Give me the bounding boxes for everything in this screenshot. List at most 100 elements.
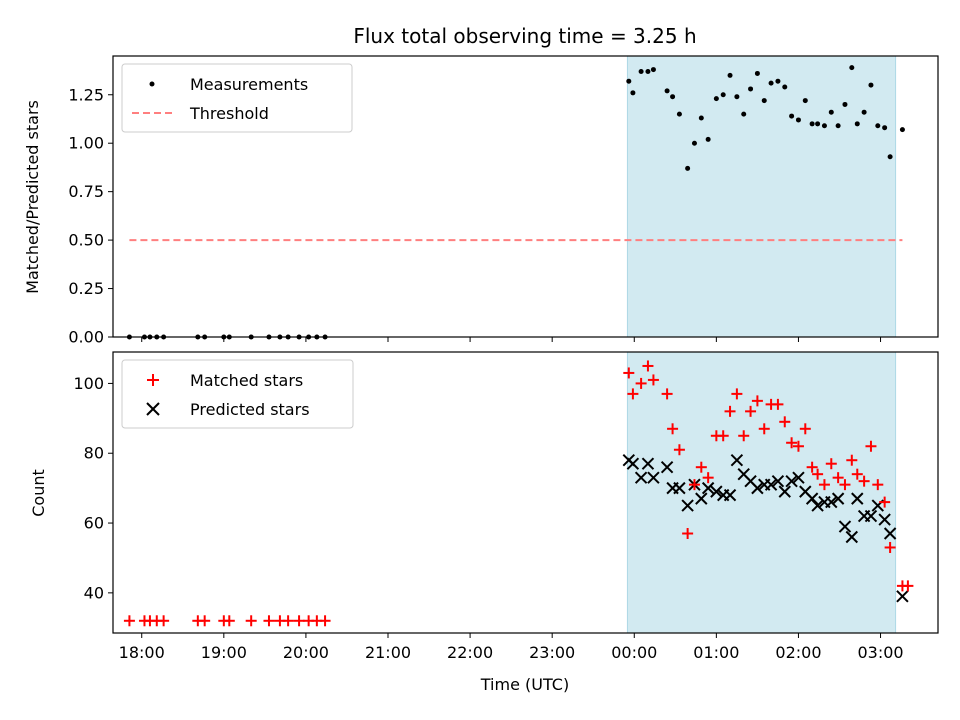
top-y-tick-label: 0.50 bbox=[68, 231, 104, 250]
matched-star-marker bbox=[851, 468, 863, 480]
top-y-tick-label: 1.00 bbox=[68, 134, 104, 153]
measurement-point bbox=[882, 125, 888, 131]
bottom-y-axis-label: Count bbox=[29, 469, 48, 517]
measurement-point bbox=[741, 111, 747, 117]
predicted-star-marker bbox=[792, 471, 805, 484]
measurement-point bbox=[664, 88, 670, 94]
x-tick-label: 00:00 bbox=[611, 643, 657, 662]
predicted-star-marker bbox=[845, 530, 859, 544]
matched-star-marker bbox=[123, 615, 135, 627]
matched-star-marker bbox=[223, 615, 235, 627]
predicted-star-marker bbox=[864, 509, 878, 523]
predicted-star-marker bbox=[838, 520, 852, 533]
top-panel: 0.00 0.25 0.50 0.75 1.00 1.25 Matched/Predict… bbox=[23, 55, 939, 347]
measurement-point bbox=[626, 78, 632, 84]
matched-star-marker bbox=[879, 496, 891, 508]
measurement-point bbox=[815, 121, 821, 127]
matched-star-marker bbox=[839, 479, 851, 491]
bottom-legend-box bbox=[121, 359, 354, 429]
matched-star-marker bbox=[858, 475, 870, 487]
matched-star-marker bbox=[772, 398, 784, 410]
measurement-point bbox=[795, 117, 801, 123]
top-y-axis-label: Matched/Predicted stars bbox=[23, 100, 42, 294]
measurement-point bbox=[828, 109, 834, 115]
measurement-point bbox=[748, 86, 754, 92]
top-observing-window bbox=[626, 55, 897, 338]
measurement-point bbox=[713, 96, 719, 102]
matched-star-marker bbox=[627, 388, 639, 400]
measurement-point bbox=[775, 78, 781, 84]
matched-star-marker bbox=[738, 430, 750, 442]
legend-threshold-label: Threshold bbox=[189, 104, 269, 123]
chart-title: Flux total observing time = 3.25 h bbox=[353, 24, 696, 48]
top-legend-box bbox=[121, 63, 353, 133]
predicted-star-marker bbox=[710, 485, 723, 498]
predicted-star-marker bbox=[778, 485, 791, 498]
matched-star-marker bbox=[158, 615, 170, 627]
measurement-point bbox=[670, 94, 676, 100]
legend-predicted-marker bbox=[146, 402, 160, 416]
top-plot-frame bbox=[112, 55, 939, 338]
predicted-star-marker bbox=[825, 495, 838, 509]
measurement-point bbox=[761, 98, 767, 104]
legend-measurements-marker bbox=[149, 81, 155, 87]
predicted-star-marker bbox=[764, 478, 778, 491]
predicted-star-marker bbox=[785, 474, 798, 488]
matched-star-marker bbox=[884, 541, 896, 553]
bottom-y-tick-label: 40 bbox=[84, 583, 104, 602]
x-tick-label: 18:00 bbox=[119, 643, 165, 662]
measurement-point bbox=[754, 70, 760, 76]
predicted-star-marker bbox=[851, 492, 864, 505]
top-legend: Measurements Threshold bbox=[121, 63, 353, 133]
predicted-star-marker bbox=[701, 481, 715, 495]
top-y-tick-label: 0.25 bbox=[68, 279, 104, 298]
top-y-tick-label: 0.75 bbox=[68, 182, 104, 201]
matched-star-marker bbox=[695, 461, 707, 473]
x-tick-label: 03:00 bbox=[857, 643, 903, 662]
measurement-point bbox=[685, 165, 691, 171]
predicted-star-marker bbox=[883, 527, 897, 540]
predicted-star-marker bbox=[647, 471, 660, 484]
predicted-star-marker bbox=[681, 499, 694, 512]
measurement-point bbox=[782, 84, 788, 90]
predicted-star-marker bbox=[811, 499, 824, 512]
measurement-point bbox=[861, 109, 867, 115]
predicted-star-marker bbox=[695, 492, 708, 505]
matched-star-marker bbox=[688, 479, 700, 491]
bottom-panel: 40 60 80 100 18:00 19:00 20:00 21:00 22:00 23:00… bbox=[29, 351, 939, 694]
measurement-point bbox=[705, 136, 711, 142]
predicted-star-marker bbox=[641, 457, 655, 470]
predicted-star-marker bbox=[634, 471, 648, 484]
matched-star-marker bbox=[682, 528, 694, 540]
measurement-point bbox=[899, 127, 905, 133]
predicted-star-marker bbox=[751, 481, 764, 495]
predicted-star-marker bbox=[673, 481, 686, 495]
measurement-point bbox=[868, 82, 874, 88]
bottom-plot-frame bbox=[112, 351, 939, 634]
matched-star-marker bbox=[635, 377, 647, 389]
x-tick-label: 20:00 bbox=[283, 643, 329, 662]
matched-star-marker bbox=[702, 472, 714, 484]
matched-star-marker bbox=[758, 423, 770, 435]
matched-star-marker bbox=[642, 360, 654, 372]
x-tick-label: 23:00 bbox=[529, 643, 575, 662]
x-tick-label: 02:00 bbox=[775, 643, 821, 662]
x-axis-label: Time (UTC) bbox=[480, 675, 569, 694]
measurement-point bbox=[821, 123, 827, 129]
predicted-star-marker bbox=[831, 492, 845, 505]
matched-star-marker bbox=[731, 388, 743, 400]
measurement-point bbox=[849, 65, 855, 71]
predicted-star-marker bbox=[723, 488, 737, 502]
matched-star-marker bbox=[902, 580, 914, 592]
matched-star-marker bbox=[806, 461, 818, 473]
matched-star-marker bbox=[623, 367, 635, 379]
bottom-y-tick-label: 80 bbox=[84, 444, 104, 463]
matched-star-marker bbox=[865, 440, 877, 452]
measurement-point bbox=[768, 80, 774, 86]
x-tick-label: 22:00 bbox=[447, 643, 493, 662]
top-y-tick-label: 1.25 bbox=[68, 85, 104, 104]
matched-star-marker bbox=[832, 472, 844, 484]
measurement-point bbox=[789, 113, 795, 119]
matched-star-marker bbox=[319, 615, 331, 627]
